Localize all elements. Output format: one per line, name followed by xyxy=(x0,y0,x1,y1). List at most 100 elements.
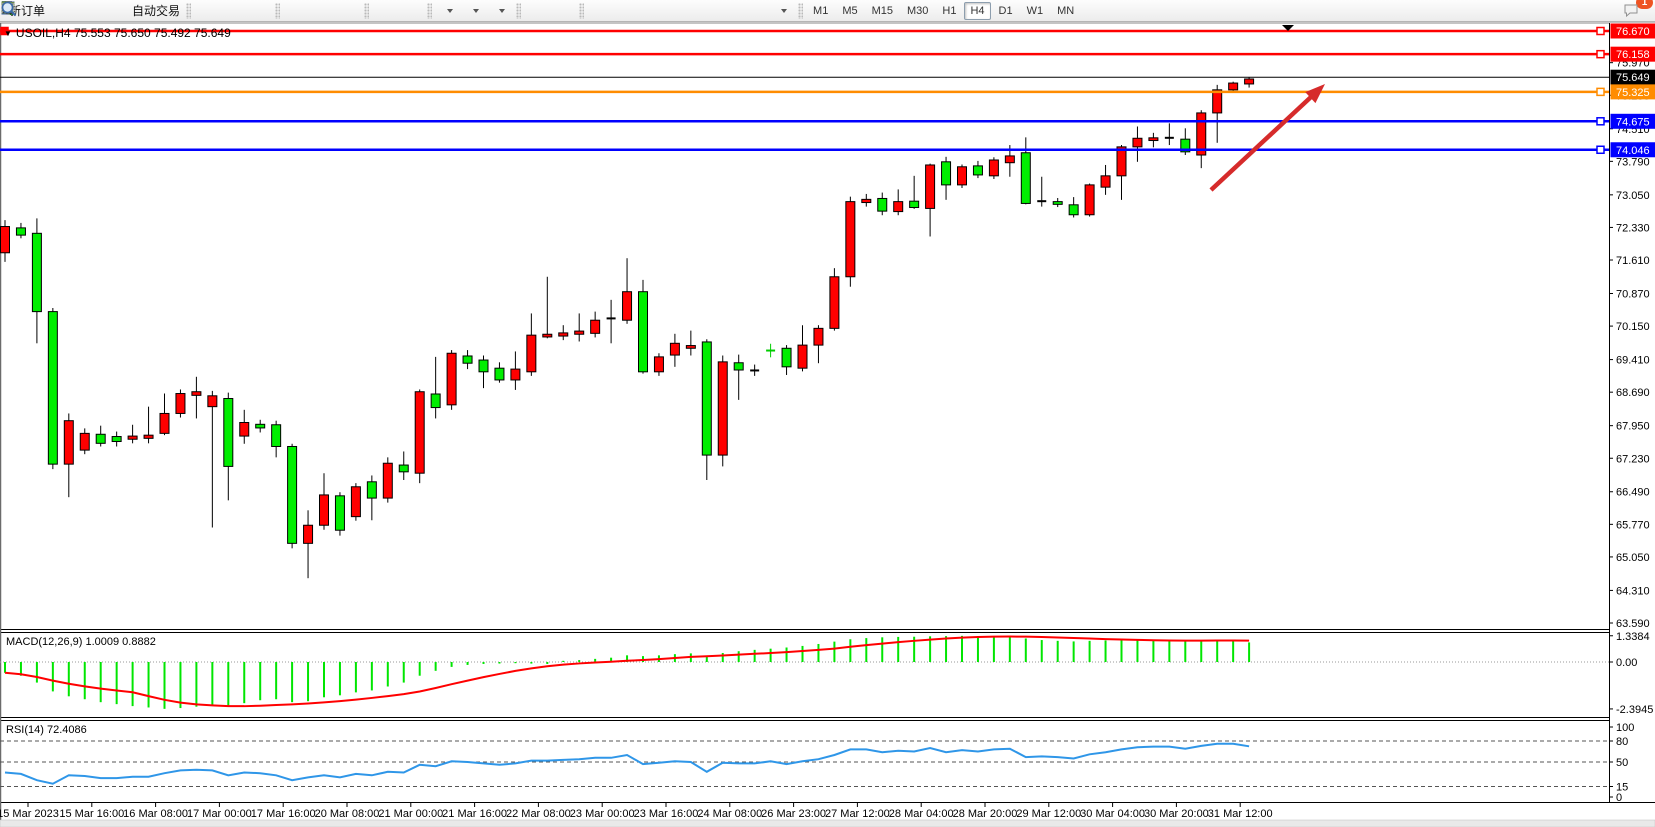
time-axis-label[interactable]: 17 Mar 16:00 xyxy=(251,808,316,820)
candle xyxy=(733,354,744,400)
arrow-head[interactable] xyxy=(1305,84,1325,104)
axis-tick-label: 50 xyxy=(1616,757,1628,769)
time-axis-label[interactable]: 23 Mar 00:00 xyxy=(570,808,635,820)
time-axis-label[interactable]: 15 Mar 16:00 xyxy=(59,808,124,820)
price-badge xyxy=(1610,113,1655,129)
arrow-shaft[interactable] xyxy=(1209,93,1315,192)
candle xyxy=(861,193,872,207)
time-axis-label[interactable]: 15 Mar 2023 xyxy=(0,808,59,820)
candle xyxy=(1164,123,1174,146)
time-axis-label[interactable]: 28 Mar 20:00 xyxy=(953,808,1018,820)
toolbar-grip[interactable] xyxy=(798,2,804,19)
macd-signal-line xyxy=(4,635,1250,708)
horizontal-lines xyxy=(0,26,1609,155)
candle xyxy=(542,276,553,339)
chart-shift-marker[interactable] xyxy=(1282,25,1294,31)
toolbar-grip[interactable] xyxy=(186,2,192,19)
candle xyxy=(606,299,616,344)
time-axis-label[interactable]: 26 Mar 23:00 xyxy=(761,808,826,820)
time-axis-label[interactable]: 29 Mar 12:00 xyxy=(1016,808,1081,820)
price-badge xyxy=(1610,142,1655,158)
time-axis-label[interactable]: 27 Mar 12:00 xyxy=(825,808,890,820)
horizontal-scrollbar[interactable] xyxy=(0,819,1655,827)
toolbar-grip[interactable] xyxy=(579,2,585,19)
candle xyxy=(669,333,680,367)
timeframe-button-m15[interactable]: M15 xyxy=(871,4,893,17)
price-axis-bg[interactable] xyxy=(1610,23,1655,802)
axis-tick-label: 1.3384 xyxy=(1616,631,1650,643)
candle xyxy=(781,345,792,375)
candle xyxy=(430,356,441,419)
axis-tick-label: 72.330 xyxy=(1616,222,1650,234)
time-axis-label[interactable]: 21 Mar 00:00 xyxy=(378,808,443,820)
candle xyxy=(191,376,202,419)
candle xyxy=(1068,197,1079,218)
new-order-label: 新订单 xyxy=(9,4,46,18)
candle xyxy=(766,343,776,358)
price-badge xyxy=(1610,69,1655,85)
candle xyxy=(653,353,664,376)
timeframe-button-h4[interactable]: H4 xyxy=(964,1,991,20)
candle xyxy=(1196,110,1207,169)
toolbar-grip[interactable] xyxy=(275,2,281,19)
timeframe-button-w1[interactable]: W1 xyxy=(1026,4,1044,17)
hline-handle[interactable] xyxy=(0,26,9,36)
time-axis-label[interactable]: 30 Mar 04:00 xyxy=(1080,808,1145,820)
time-axis-label[interactable]: 24 Mar 08:00 xyxy=(697,808,762,820)
time-axis-label[interactable]: 17 Mar 00:00 xyxy=(187,808,252,820)
time-axis-label[interactable]: 20 Mar 08:00 xyxy=(315,808,380,820)
candle xyxy=(1037,176,1047,207)
axis-tick-label: 73.050 xyxy=(1616,190,1650,202)
candle xyxy=(638,279,648,374)
toolbar-grip[interactable] xyxy=(516,2,522,19)
price-badge-label: 75.649 xyxy=(1616,72,1650,84)
candle xyxy=(494,362,505,383)
price-badge-label: 76.670 xyxy=(1616,26,1650,38)
candle xyxy=(590,311,601,338)
search-button[interactable] xyxy=(1,0,1615,22)
notifications-button[interactable]: 1 xyxy=(1621,0,1653,22)
oneclick-trading-toggle[interactable]: ▼ xyxy=(4,28,12,38)
rsi-line xyxy=(4,742,1250,785)
candle xyxy=(685,330,696,356)
timeframe-button-d1[interactable]: D1 xyxy=(998,4,1013,17)
time-axis-label[interactable]: 22 Mar 08:00 xyxy=(506,808,571,820)
hline-handle[interactable] xyxy=(1596,87,1605,97)
candle xyxy=(223,392,234,501)
time-axis-label[interactable]: 21 Mar 16:00 xyxy=(442,808,507,820)
candle xyxy=(79,428,90,455)
hline-handle[interactable] xyxy=(1596,26,1605,36)
timeframe-button-mn[interactable]: MN xyxy=(1057,4,1075,17)
candle xyxy=(829,268,840,331)
candle xyxy=(478,355,489,389)
macd-indicator-label: MACD(12,26,9) 1.0009 0.8882 xyxy=(6,636,156,648)
time-axis-label[interactable]: 31 Mar 12:00 xyxy=(1208,808,1273,820)
candle xyxy=(1116,145,1127,200)
candle xyxy=(1100,164,1111,195)
time-axis-label[interactable]: 28 Mar 04:00 xyxy=(889,808,954,820)
toolbar-grip[interactable] xyxy=(364,2,370,19)
candle xyxy=(63,413,74,498)
toolbar-grip[interactable] xyxy=(427,2,433,19)
candle xyxy=(366,475,377,521)
timeframe-button-h1[interactable]: H1 xyxy=(942,4,957,17)
hline-handle[interactable] xyxy=(1596,145,1605,155)
timeframe-button-m5[interactable]: M5 xyxy=(842,4,858,17)
time-axis-label[interactable]: 23 Mar 16:00 xyxy=(634,808,699,820)
hline-handle[interactable] xyxy=(1596,117,1605,126)
candle xyxy=(750,364,760,376)
time-axis-label[interactable]: 16 Mar 08:00 xyxy=(123,808,188,820)
hline-handle[interactable] xyxy=(1596,49,1605,59)
price-badge-label: 74.046 xyxy=(1616,145,1650,157)
candle xyxy=(988,157,999,180)
timeframe-button-m1[interactable]: M1 xyxy=(813,4,829,17)
time-axis-label[interactable]: 30 Mar 20:00 xyxy=(1144,808,1209,820)
candle xyxy=(239,409,250,444)
axis-tick-label: 71.610 xyxy=(1616,255,1650,267)
candle xyxy=(526,313,537,376)
rsi-pane xyxy=(4,742,1250,785)
autotrading-label: 自动交易 xyxy=(132,4,181,18)
timeframe-button-m30[interactable]: M30 xyxy=(907,4,929,17)
candle xyxy=(446,350,457,410)
